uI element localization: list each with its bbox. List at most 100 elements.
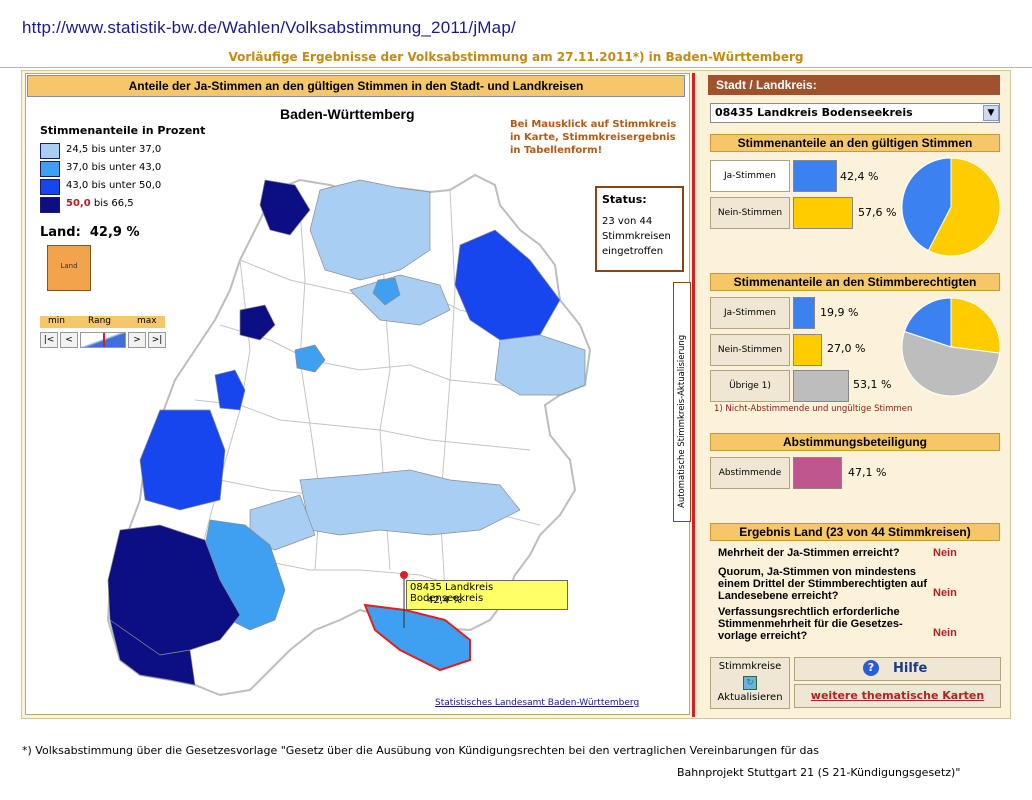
uebrige-value: 53,1 % (853, 378, 892, 391)
credit-link[interactable]: Statistisches Landesamt Baden-Württember… (435, 698, 640, 708)
uebrige-button[interactable]: Übrige 1) (710, 370, 790, 402)
auto-refresh-label: Automatische Stimmkreis-Aktualisierung (677, 334, 687, 508)
district-ortenau (139, 409, 226, 511)
ergebnis-question: Mehrheit der Ja-Stimmen erreicht? (718, 547, 900, 559)
ergebnis-answer: Nein (933, 587, 957, 599)
pie-slice-0 (901, 157, 952, 252)
click-hint: Bei Mausklick auf Stimmkreis in Karte, S… (510, 119, 677, 156)
map-tooltip: 08435 Landkreis Bodenseekreis 42,4 % (406, 580, 568, 610)
help-button[interactable]: ? Hilfe (794, 657, 1001, 681)
land-map-icon[interactable]: Land (47, 245, 91, 291)
district-karlsruhe-city (294, 344, 326, 373)
range-last-button[interactable]: >| (148, 332, 166, 348)
beteiligung-header: Abstimmungsbeteiligung (710, 433, 1000, 451)
range-slider-marker[interactable] (103, 333, 105, 347)
uebrige-bar (793, 370, 849, 402)
range-prev-button[interactable]: < (60, 332, 78, 348)
footnote-line-1: *) Volksabstimmung über die Gesetzesvorl… (22, 744, 819, 757)
kreis-header: Stadt / Landkreis: (708, 75, 1000, 95)
ergebnis-answer: Nein (933, 627, 957, 639)
legend-range: 43,0 bis unter 50,0 (66, 180, 162, 191)
abstimmende-button[interactable]: Abstimmende (710, 457, 790, 489)
ergebnis-header: Ergebnis Land (23 von 44 Stimmkreisen) (710, 523, 1000, 541)
legend-swatch (40, 161, 60, 177)
pie-slice-2 (901, 330, 1001, 397)
abstimmende-value: 47,1 % (848, 466, 887, 479)
land-result: Land: 42,9 % (40, 225, 140, 240)
tooltip-value: 42,4 % (427, 595, 462, 606)
berechtigt-footnote: 1) Nicht-Abstimmende und ungültige Stimm… (714, 404, 913, 414)
district-baden-baden (214, 369, 246, 411)
status-title: Status: (602, 193, 647, 206)
range-rang-label: Rang (88, 316, 111, 326)
refresh-icon: ↻ (743, 676, 757, 690)
district-heilbronn-stadt (372, 277, 401, 306)
more-maps-link[interactable]: weitere thematische Karten (794, 684, 1001, 708)
nein-berechtigt-value: 27,0 % (827, 342, 866, 355)
gueltig-header: Stimmenanteile an den gültigen Stimmen (710, 134, 1000, 152)
pie-slice-0 (903, 297, 952, 348)
ja-gueltig-bar (793, 160, 837, 192)
map-title: Baden-Württemberg (280, 106, 415, 122)
status-box: Status: 23 von 44 Stimmkreisen eingetrof… (595, 186, 684, 272)
refresh-label-2: Aktualisieren (717, 692, 783, 703)
range-min-label: min (48, 316, 65, 326)
ergebnis-question: Quorum, Ja-Stimmen von mindestens einem … (718, 566, 928, 602)
legend-swatch (40, 143, 60, 159)
ja-stimmen-berechtigt-button[interactable]: Ja-Stimmen (710, 297, 790, 329)
ja-berechtigt-value: 19,9 % (820, 306, 859, 319)
auto-refresh-toggle[interactable]: Automatische Stimmkreis-Aktualisierung (673, 282, 691, 522)
abstimmende-bar (793, 457, 842, 489)
berechtigt-pie-chart (901, 297, 1001, 397)
district-central-light (299, 469, 521, 536)
status-text: 23 von 44 Stimmkreisen eingetroffen (602, 216, 671, 257)
pie-slice-1 (950, 297, 1001, 354)
nein-stimmen-button[interactable]: Nein-Stimmen (710, 197, 790, 229)
legend-range: 37,0 bis unter 43,0 (66, 162, 162, 173)
ja-gueltig-value: 42,4 % (840, 170, 879, 183)
nein-gueltig-value: 57,6 % (858, 206, 897, 219)
range-slider[interactable] (80, 332, 126, 348)
district-breisgau (107, 524, 241, 656)
map-baden-wuerttemberg[interactable] (100, 150, 600, 710)
legend-range: 24,5 bis unter 37,0 (66, 144, 162, 155)
district-fills (107, 179, 586, 686)
legend-swatch (40, 197, 60, 213)
nein-stimmen-berechtigt-button[interactable]: Nein-Stimmen (710, 334, 790, 366)
tooltip-district: 08435 Landkreis Bodenseekreis (410, 582, 494, 604)
panel-divider (692, 73, 695, 717)
ergebnis-answer: Nein (933, 547, 957, 559)
legend-swatch (40, 179, 60, 195)
map-header: Anteile der Ja-Stimmen an den gültigen S… (27, 75, 685, 97)
gueltig-pie-chart (901, 157, 1001, 257)
legend-title: Stimmenanteile in Prozent (40, 124, 206, 137)
legend-range: 50,0 bis 66,5 (66, 198, 134, 209)
range-next-button[interactable]: > (128, 332, 146, 348)
tooltip-pin-icon (400, 571, 408, 579)
land-icon-label: Land (60, 262, 78, 270)
district-bodenseekreis (363, 603, 471, 672)
ergebnis-question: Verfassungsrechtlich erforderliche Stimm… (718, 606, 903, 642)
nein-berechtigt-bar (793, 334, 822, 366)
district-loerrach (109, 619, 196, 686)
page-subtitle: Vorläufige Ergebnisse der Volksabstimmun… (228, 50, 804, 64)
district-heidelberg (239, 304, 276, 341)
refresh-label-1: Stimmkreise (718, 661, 782, 672)
nein-gueltig-bar (793, 197, 853, 229)
range-first-button[interactable]: |< (40, 332, 58, 348)
range-header: min Rang max (40, 316, 165, 328)
page-url[interactable]: http://www.statistik-bw.de/Wahlen/Volksa… (22, 18, 516, 37)
district-mannheim (259, 179, 311, 236)
refresh-button[interactable]: Stimmkreise ↻ Aktualisieren (710, 657, 790, 709)
ja-stimmen-button[interactable]: Ja-Stimmen (710, 160, 790, 192)
berechtigt-header: Stimmenanteile an den Stimmberechtigten (710, 273, 1000, 291)
district-ostalb (494, 334, 586, 396)
chevron-down-icon[interactable]: ▼ (983, 105, 999, 121)
ja-berechtigt-bar (793, 297, 815, 329)
help-icon: ? (863, 660, 879, 676)
kreis-select-value: 08435 Landkreis Bodenseekreis (715, 106, 913, 119)
footnote-line-2: Bahnprojekt Stuttgart 21 (S 21-Kündigung… (677, 766, 961, 779)
kreis-select[interactable]: 08435 Landkreis Bodenseekreis ▼ (710, 103, 1000, 123)
help-label: Hilfe (893, 661, 928, 676)
header-divider (0, 67, 1032, 68)
